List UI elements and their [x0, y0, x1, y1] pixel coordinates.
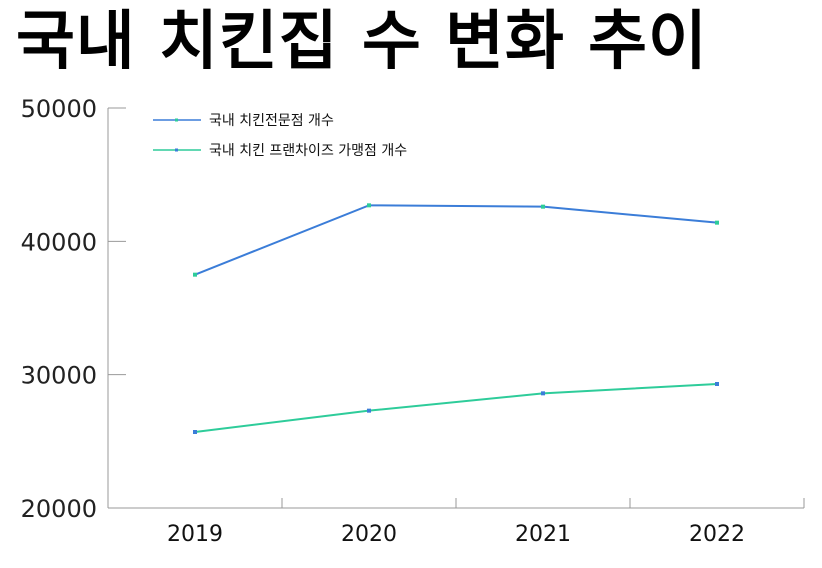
y-tick-label: 40000: [21, 228, 97, 256]
legend-marker: [175, 148, 178, 152]
data-point: [367, 408, 371, 413]
data-point: [193, 430, 197, 434]
legend-label: 국내 치킨 프랜차이즈 가맹점 개수: [209, 143, 407, 159]
data-point: [715, 382, 719, 386]
data-point: [541, 204, 545, 209]
y-tick-labels: 20000 30000 40000 50000: [21, 95, 126, 523]
series-line: [194, 204, 718, 276]
y-tick-label: 50000: [21, 95, 97, 123]
x-tick-label: 2019: [167, 522, 223, 547]
series-layer: [193, 203, 719, 434]
x-tick-label: 2020: [341, 522, 397, 547]
axes: [107, 108, 805, 509]
x-tick-label: 2021: [515, 522, 571, 547]
y-tick-label: 20000: [21, 495, 97, 523]
series-line: [194, 383, 718, 433]
legend-label: 국내 치킨전문점 개수: [209, 113, 334, 129]
data-point: [367, 203, 371, 208]
data-point: [541, 391, 545, 396]
series-2: [193, 382, 719, 434]
legend-item: 국내 치킨전문점 개수: [153, 113, 334, 129]
data-point: [193, 272, 197, 277]
x-tick-label: 2022: [689, 522, 745, 547]
legend-item: 국내 치킨 프랜차이즈 가맹점 개수: [153, 143, 407, 159]
y-tick-label: 30000: [21, 362, 97, 390]
series-1: [193, 203, 719, 277]
legend-marker: [175, 118, 178, 122]
x-tick-labels: 2019 2020 2021 2022: [167, 522, 745, 547]
data-point: [715, 220, 719, 225]
chart-title: 국내 치킨집 수 변화 추이: [16, 5, 708, 79]
